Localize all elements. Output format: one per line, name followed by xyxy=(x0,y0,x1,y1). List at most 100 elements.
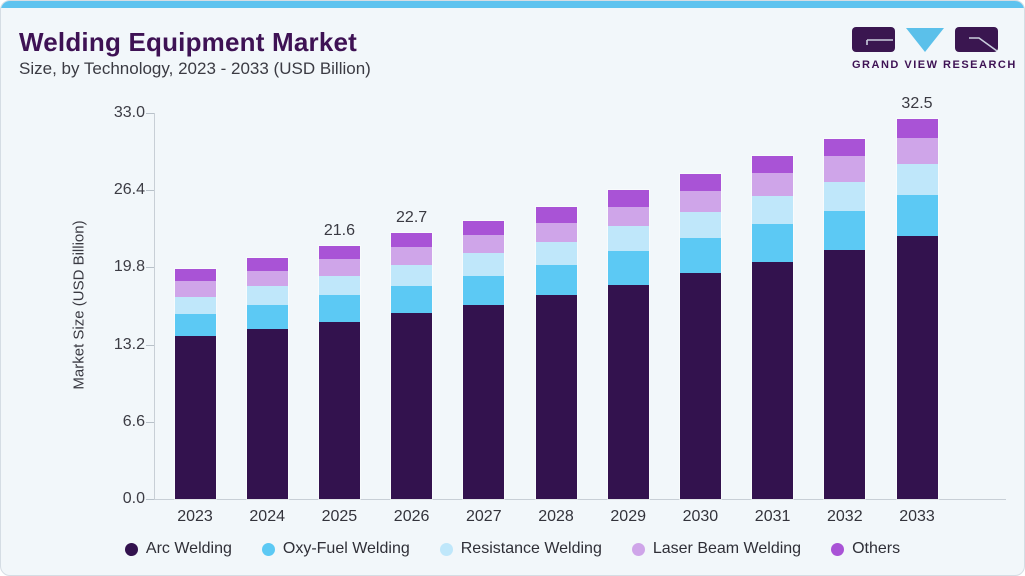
x-tick-label-2032: 2032 xyxy=(827,508,863,525)
segment-laser-beam-welding-2026 xyxy=(391,247,433,266)
x-tick-label-2026: 2026 xyxy=(393,508,430,525)
segment-others-2026 xyxy=(391,233,433,248)
x-tick-label-2033: 2033 xyxy=(899,508,935,525)
segment-oxy-fuel-welding-2025 xyxy=(318,295,360,323)
bar-2025 xyxy=(318,246,360,499)
chart-legend: Arc Welding Oxy-Fuel Welding Resistance We… xyxy=(1,540,1024,558)
legend-item-others: Others xyxy=(831,540,900,558)
segment-laser-beam-welding-2027 xyxy=(463,234,505,254)
legend-item-oxy-fuel-welding: Oxy-Fuel Welding xyxy=(261,540,410,558)
segment-resistance-welding-2024 xyxy=(246,286,288,305)
page-title: Welding Equipment Market xyxy=(19,27,358,57)
y-axis-line xyxy=(154,112,155,499)
bar-2028 xyxy=(535,206,577,499)
segment-others-2031 xyxy=(752,156,794,173)
segment-laser-beam-welding-2024 xyxy=(246,270,288,287)
segment-oxy-fuel-welding-2033 xyxy=(896,194,938,236)
legend-dot-icon xyxy=(631,542,645,556)
y-tick-label-26.4: 26.4 xyxy=(113,181,145,199)
segment-others-2033 xyxy=(896,118,938,138)
logo-v-triangle-icon xyxy=(906,28,944,52)
x-tick-label-2028: 2028 xyxy=(538,508,574,525)
total-label-2026: 22.7 xyxy=(396,209,428,227)
segment-resistance-welding-2025 xyxy=(318,275,360,296)
logo-text: GRAND VIEW RESEARCH xyxy=(852,59,1017,71)
legend-dot-icon xyxy=(831,542,845,556)
legend-label: Others xyxy=(852,540,901,557)
y-tick-mark xyxy=(146,112,154,114)
y-tick-mark xyxy=(146,499,154,500)
y-tick-label-0: 0.0 xyxy=(122,490,145,507)
x-tick-label-2027: 2027 xyxy=(466,508,502,525)
segment-resistance-welding-2026 xyxy=(391,265,433,287)
segment-laser-beam-welding-2029 xyxy=(607,206,649,227)
legend-label: Laser Beam Welding xyxy=(652,540,802,557)
legend-label: Arc Welding xyxy=(145,540,232,557)
segment-laser-beam-welding-2025 xyxy=(318,259,360,276)
segment-laser-beam-welding-2033 xyxy=(896,137,938,165)
segment-others-2024 xyxy=(246,258,288,271)
segment-laser-beam-welding-2032 xyxy=(824,156,866,182)
segment-others-2029 xyxy=(607,190,649,207)
x-tick-label-2030: 2030 xyxy=(682,508,719,525)
y-tick-mark xyxy=(146,344,154,346)
segment-oxy-fuel-welding-2032 xyxy=(824,211,866,250)
segment-resistance-welding-2028 xyxy=(535,241,577,266)
segment-resistance-welding-2031 xyxy=(752,195,794,225)
segment-laser-beam-welding-2030 xyxy=(679,191,721,213)
bar-2032 xyxy=(824,138,866,499)
segment-arc-welding-2023 xyxy=(174,336,216,499)
bar-2029 xyxy=(607,190,649,499)
x-tick-label-2025: 2025 xyxy=(321,508,358,525)
segment-laser-beam-welding-2023 xyxy=(174,281,216,297)
segment-oxy-fuel-welding-2026 xyxy=(391,286,433,313)
segment-oxy-fuel-welding-2028 xyxy=(535,265,577,296)
legend-item-arc-welding: Arc Welding xyxy=(124,540,232,558)
x-tick-label-2031: 2031 xyxy=(754,508,791,525)
segment-arc-welding-2027 xyxy=(463,304,505,499)
logo-marks xyxy=(852,27,998,53)
y-tick-mark xyxy=(146,190,154,192)
segment-oxy-fuel-welding-2029 xyxy=(607,250,649,285)
legend-dot-icon xyxy=(439,542,453,556)
bar-2033 xyxy=(896,118,938,499)
segment-oxy-fuel-welding-2031 xyxy=(752,224,794,262)
segment-resistance-welding-2033 xyxy=(896,164,938,195)
legend-item-resistance-welding: Resistance Welding xyxy=(439,540,602,558)
legend-item-laser-beam-welding: Laser Beam Welding xyxy=(631,540,802,558)
y-tick-mark xyxy=(146,267,154,269)
legend-label: Oxy-Fuel Welding xyxy=(282,540,410,557)
segment-oxy-fuel-welding-2024 xyxy=(246,304,288,330)
legend-dot-icon xyxy=(261,542,275,556)
bar-2026 xyxy=(391,233,433,499)
x-axis-line xyxy=(146,499,1006,500)
total-label-2033: 32.5 xyxy=(901,94,933,112)
y-tick-label-19.8: 19.8 xyxy=(113,258,145,276)
segment-arc-welding-2030 xyxy=(679,273,721,499)
segment-others-2025 xyxy=(318,246,360,260)
logo-r-block-icon xyxy=(955,27,998,52)
segment-others-2028 xyxy=(535,206,577,223)
segment-laser-beam-welding-2028 xyxy=(535,222,577,242)
segment-resistance-welding-2023 xyxy=(174,296,216,315)
legend-dot-icon xyxy=(124,542,138,556)
y-tick-label-6.6: 6.6 xyxy=(122,412,145,430)
y-tick-mark xyxy=(146,421,154,423)
y-tick-label-13.2: 13.2 xyxy=(113,335,145,353)
segment-arc-welding-2031 xyxy=(752,261,794,499)
x-tick-label-2023: 2023 xyxy=(177,508,213,525)
segment-arc-welding-2032 xyxy=(824,249,866,499)
segment-others-2030 xyxy=(679,173,721,192)
segment-resistance-welding-2030 xyxy=(679,212,721,239)
segment-others-2023 xyxy=(174,268,216,282)
segment-oxy-fuel-welding-2027 xyxy=(463,275,505,305)
segment-arc-welding-2025 xyxy=(318,322,360,499)
segment-oxy-fuel-welding-2030 xyxy=(679,238,721,274)
segment-oxy-fuel-welding-2023 xyxy=(174,314,216,337)
total-label-2025: 21.6 xyxy=(323,222,355,240)
bar-2031 xyxy=(752,156,794,499)
bar-2023 xyxy=(174,268,216,499)
bar-2027 xyxy=(463,220,505,499)
